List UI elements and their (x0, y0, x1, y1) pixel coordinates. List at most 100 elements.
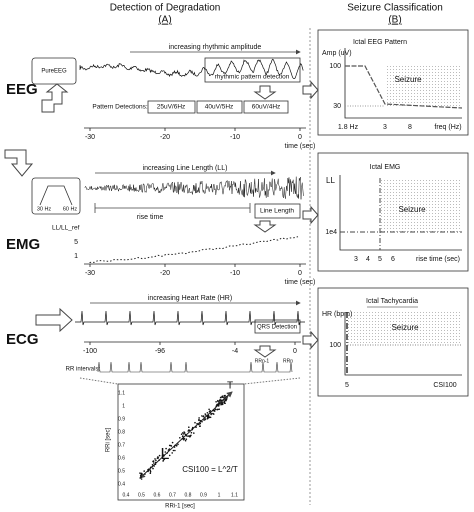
trans: T (227, 381, 233, 392)
seizure-region (346, 312, 462, 345)
scatter-dot (155, 459, 157, 462)
scatter-dot (215, 401, 217, 403)
x-ticks: 1.8 Hz (338, 124, 359, 131)
tick-label: -100 (83, 348, 97, 355)
axis-label: time (sec) (285, 279, 316, 286)
scatter-dot (217, 408, 219, 411)
x-ticks: 6 (391, 256, 395, 263)
scatter-dot (209, 410, 211, 412)
x-label: RRi-1 [sec] (165, 504, 195, 510)
scatter-dot (204, 419, 206, 421)
detector: rhythmic pattern detection (215, 74, 290, 81)
scatter-dot (223, 402, 226, 404)
scatter-dot (139, 472, 141, 474)
scatter-dot (171, 452, 173, 454)
tick-label: -10 (230, 270, 240, 277)
tick-label: 0.5 (118, 468, 125, 474)
detections: 25uV/6Hz (157, 104, 186, 111)
scatter-dot (212, 412, 214, 415)
scatter-dot (154, 463, 157, 466)
tick-label: -20 (160, 270, 170, 277)
right-label: (B) (388, 15, 401, 26)
scatter-dot (165, 447, 167, 450)
scatter-dot (185, 438, 188, 441)
tick-label: -10 (230, 134, 240, 141)
scatter-dot (220, 403, 222, 406)
tick-label: 1 (122, 403, 125, 409)
scatter-dot (154, 458, 156, 460)
scatter-dot (139, 474, 142, 477)
trend: increasing Line Length (LL) (143, 165, 228, 172)
scatter-dot (153, 465, 155, 467)
scatter-dot (143, 470, 145, 472)
scatter-dot (156, 457, 159, 460)
scatter-dot (190, 434, 192, 437)
scatter-dot (203, 417, 206, 419)
scatter-dot (188, 426, 190, 429)
scatter-dot (147, 468, 149, 471)
filter: 60 Hz (63, 206, 78, 212)
scatter-dot (209, 411, 212, 414)
scatter-dot (201, 420, 203, 423)
scatter-dot (196, 422, 198, 425)
ll-ratio-curve (89, 236, 299, 263)
x-ticks: 5 (378, 256, 382, 263)
scatter-dot (147, 470, 149, 473)
scatter-dot (199, 419, 202, 422)
scatter-dot (174, 444, 176, 447)
detector-box (254, 203, 301, 219)
filter-shape (39, 185, 73, 206)
tick-label: 1.1 (231, 492, 238, 498)
scatter-dot (149, 469, 152, 472)
scatter-dot (140, 476, 143, 478)
scatter-dot (158, 459, 160, 462)
eeg-trace (79, 58, 304, 79)
trend: increasing rhythmic amplitude (169, 44, 262, 51)
scatter-dot (177, 443, 179, 446)
scatter-dot (207, 416, 210, 419)
y-label: Amp (uV) (322, 50, 352, 57)
tick-label: 0.7 (118, 442, 125, 448)
formula: CSI100 = L^2/T (182, 465, 238, 474)
scatter-dot (188, 429, 191, 432)
scatter-dot (199, 422, 202, 425)
scatter-dot (153, 462, 155, 464)
scatter-dot (139, 477, 142, 479)
scatter-dot (220, 399, 222, 401)
detector: QRS Detection (257, 325, 297, 331)
label: EMG (6, 236, 40, 253)
scatter-dot (193, 432, 195, 434)
long: L (161, 446, 170, 463)
scatter-dot (183, 432, 186, 434)
label: EEG (6, 81, 38, 98)
tick-label: 0.6 (154, 492, 161, 498)
trend: increasing Heart Rate (HR) (148, 295, 232, 302)
input-arrow (35, 307, 73, 333)
to-classifier (302, 330, 319, 350)
scatter-dot (222, 396, 224, 399)
scatter-dot (213, 409, 216, 412)
detections: 40uV/5Hz (205, 104, 234, 111)
tick-label: 0.4 (118, 481, 125, 487)
to-classifier (302, 205, 319, 225)
scatter-dot (184, 433, 187, 436)
seizure-region (380, 180, 462, 232)
detections: 60uV/4Hz (252, 104, 281, 111)
scatter-dot (190, 431, 193, 434)
scatter-dot (163, 454, 165, 457)
scatter-dot (140, 478, 143, 480)
tick-label: 1.1 (118, 390, 125, 396)
tick-label: 0.9 (118, 416, 125, 422)
y-ticks: 100 (329, 63, 341, 70)
title: Ictal EMG (370, 164, 401, 171)
input-arrow (4, 149, 34, 177)
region: Seizure (398, 205, 426, 214)
detections-label: Pattern Detections: (92, 104, 147, 111)
scatter-dot (191, 428, 194, 431)
scatter-dot (181, 437, 184, 440)
scatter-dot (198, 417, 200, 419)
scatter-dot (218, 399, 221, 402)
scatter-dot (216, 403, 218, 406)
rr-trace (97, 361, 293, 373)
